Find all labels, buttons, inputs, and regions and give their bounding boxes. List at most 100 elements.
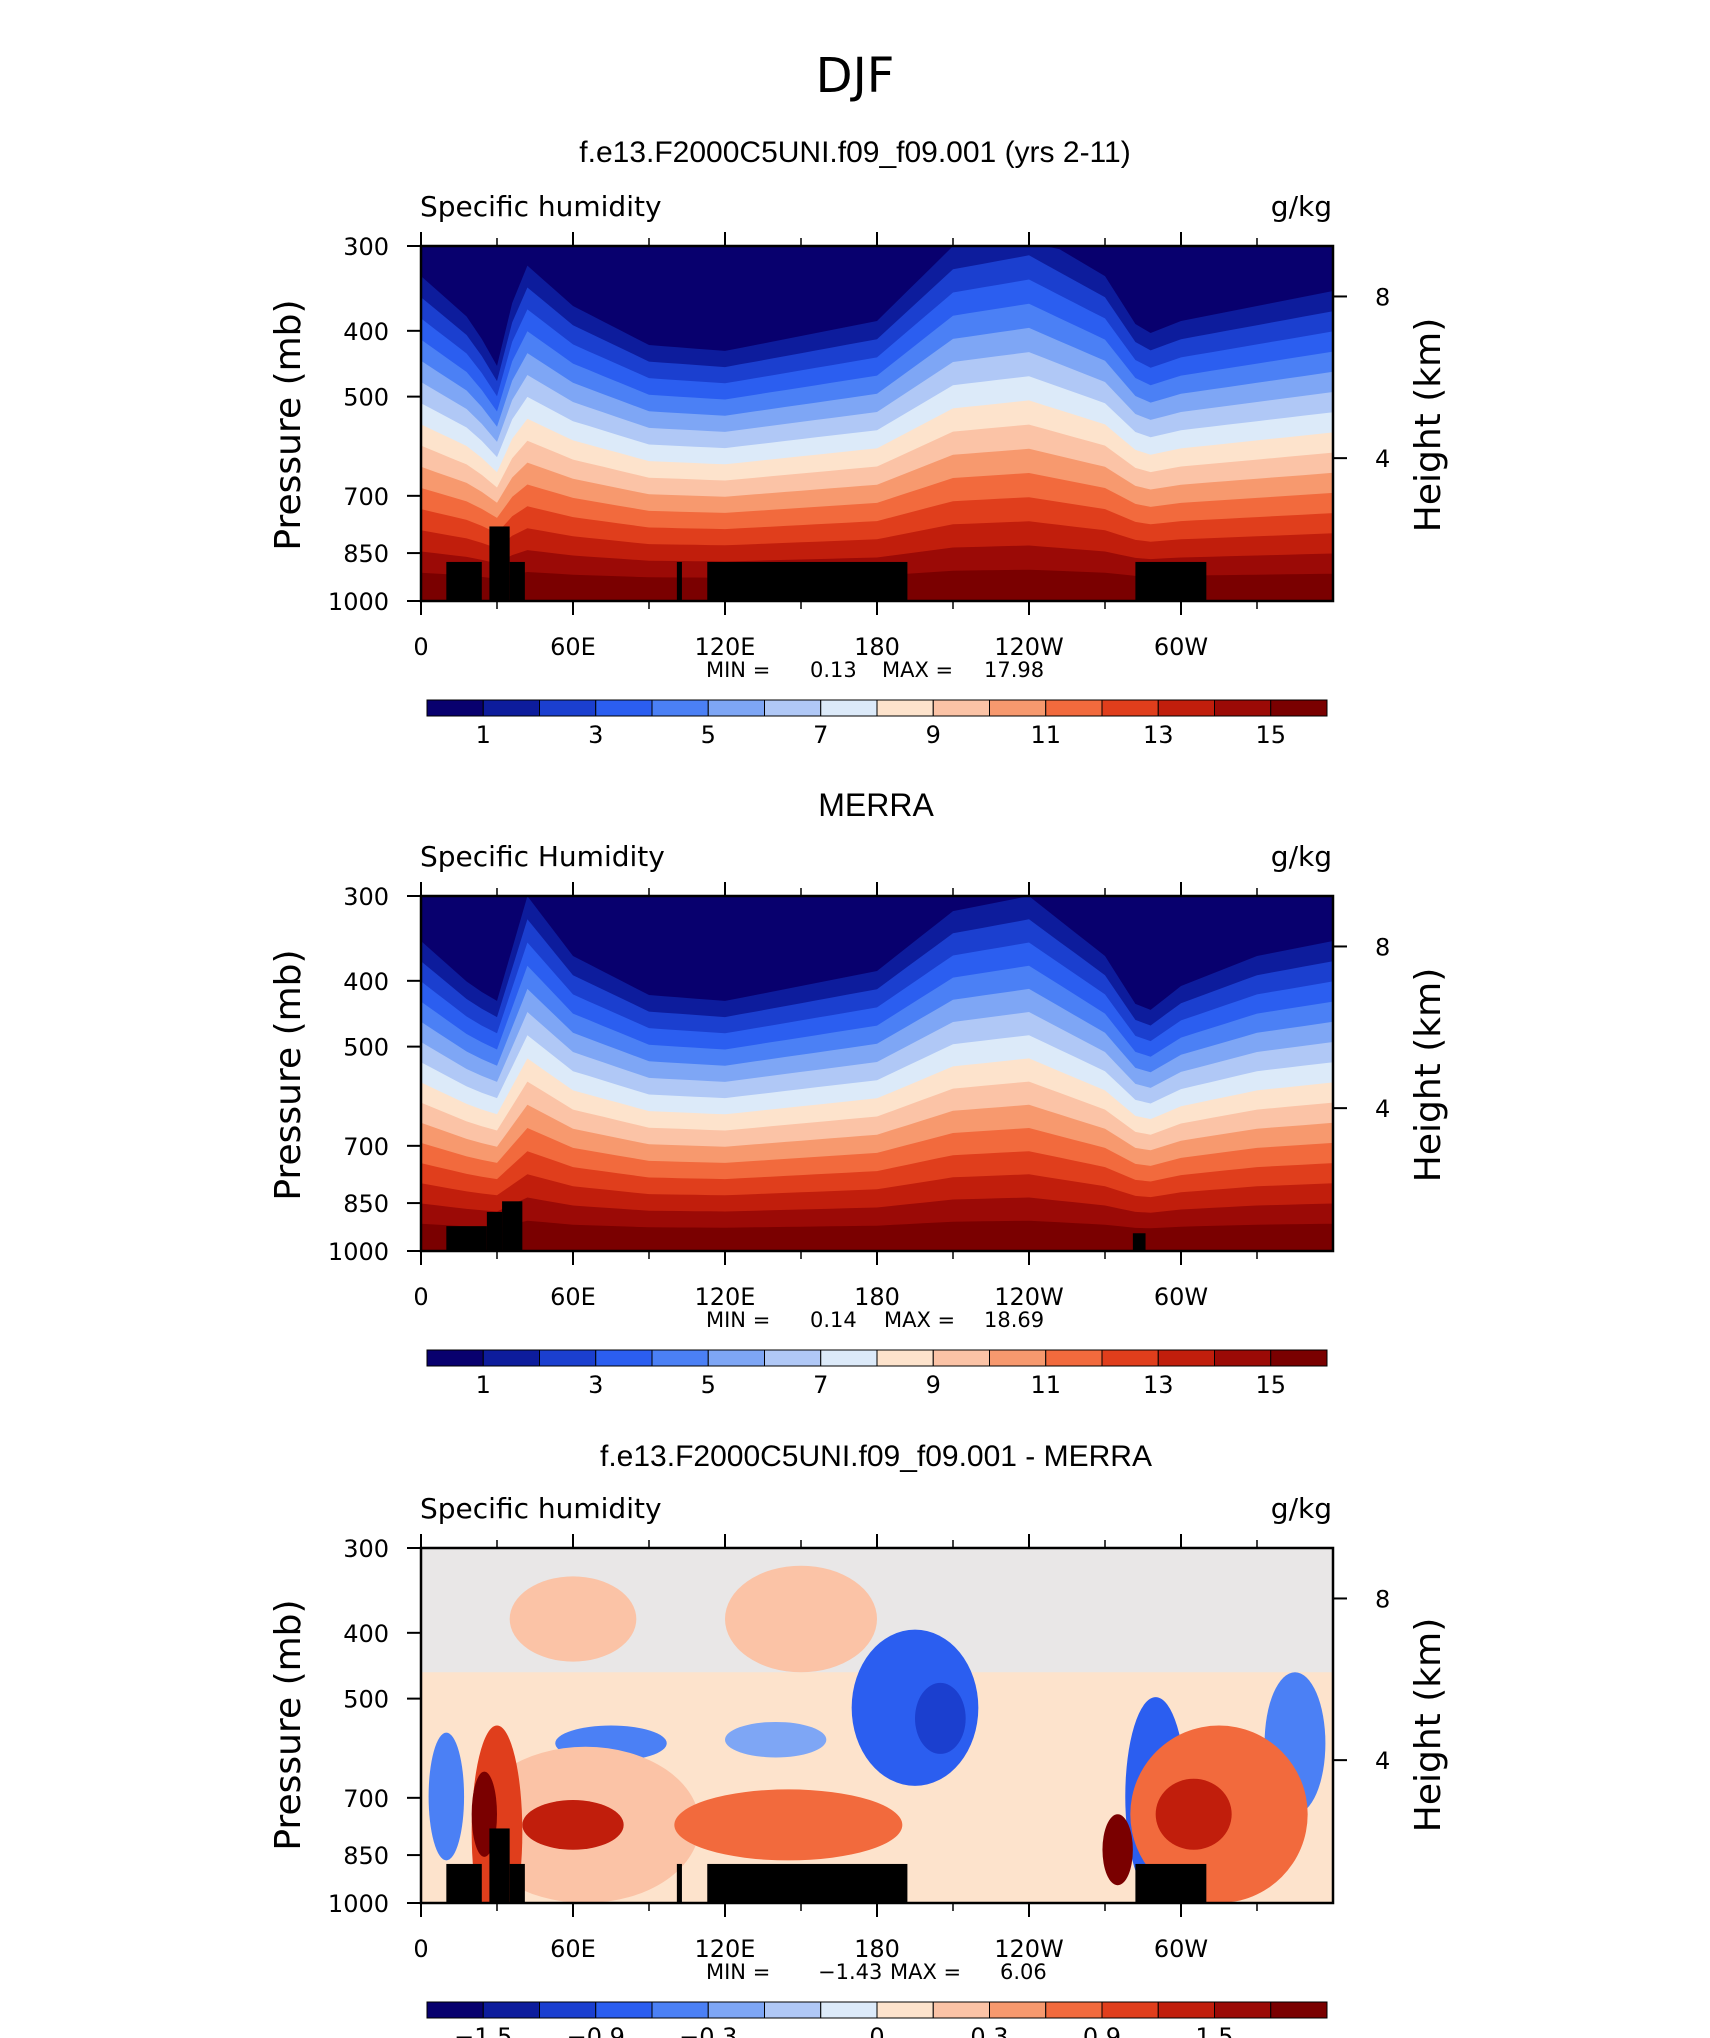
y-tick-label: 1000 <box>328 588 389 616</box>
colorbar-tick-label: 15 <box>1255 721 1286 749</box>
colorbar-tick-label: 7 <box>813 721 828 749</box>
y-tick-label: 700 <box>343 1133 389 1161</box>
x-tick-label: 60W <box>1154 1283 1208 1311</box>
x-tick-label: 60W <box>1154 633 1208 661</box>
x-tick-label: 0 <box>413 1935 428 1963</box>
colorbar-swatch <box>651 699 709 717</box>
colorbar-tick-label: 1 <box>476 1371 491 1399</box>
colorbar-swatch <box>539 1349 597 1367</box>
panel-2-subtitle-left: Specific Humidity <box>420 840 665 873</box>
panel-1-terrain <box>446 526 1207 601</box>
terrain-block <box>1132 1233 1146 1251</box>
colorbar-tick-label: 9 <box>926 721 941 749</box>
colorbar-swatch <box>932 1349 990 1367</box>
panel-2-title: MERRA <box>818 787 934 823</box>
colorbar-swatch <box>1101 699 1159 717</box>
colorbar-tick-label: −0.9 <box>567 2023 625 2038</box>
colorbar-swatch <box>876 699 934 717</box>
panel-3-title: f.e13.F2000C5UNI.f09_f09.001 - MERRA <box>600 1440 1152 1473</box>
x-tick-label: 60E <box>550 1283 596 1311</box>
panel-1-min-value: 0.13 <box>810 658 857 682</box>
colorbar-tick-label: 1 <box>476 721 491 749</box>
terrain-block <box>489 1828 510 1903</box>
terrain-block <box>1135 561 1207 601</box>
y-tick-label: 400 <box>343 968 389 996</box>
colorbar-swatch <box>707 699 765 717</box>
colorbar-swatch <box>595 1349 653 1367</box>
colorbar-swatch <box>876 1349 934 1367</box>
page-title: DJF <box>816 48 895 104</box>
terrain-block <box>489 526 510 601</box>
terrain-block <box>676 1863 682 1903</box>
terrain-block <box>446 1863 482 1903</box>
panel-1-y-label: Pressure (mb) <box>268 299 309 550</box>
y-tick-label: 700 <box>343 483 389 511</box>
panel-2-colorbar: 1 3 5 7 9 11 13 15 <box>426 1349 1328 1399</box>
panel-2-axes: 300 400 500 700 850 1000 8 4 0 60E 120E 180 120W 60W <box>328 882 1390 1311</box>
terrain-block <box>707 1863 908 1903</box>
colorbar-swatch <box>932 2001 990 2019</box>
y-tick-label: 500 <box>343 384 389 412</box>
colorbar-swatch <box>1270 699 1328 717</box>
panel-2-min-value: 0.14 <box>810 1308 857 1332</box>
colorbar-tick-label: 5 <box>701 721 716 749</box>
y-tick-label: 1000 <box>328 1238 389 1266</box>
colorbar-swatch <box>1045 2001 1103 2019</box>
panel-2-max-value: 18.69 <box>984 1308 1044 1332</box>
terrain-block <box>502 1201 523 1251</box>
y-tick-label: 850 <box>343 540 389 568</box>
x-tick-label: 0 <box>413 1283 428 1311</box>
colorbar-swatch <box>1101 2001 1159 2019</box>
colorbar-swatch <box>820 2001 878 2019</box>
colorbar-swatch <box>707 2001 765 2019</box>
anomaly-blob <box>522 1800 624 1850</box>
colorbar-swatch <box>1101 1349 1159 1367</box>
x-tick-label: 180 <box>854 1283 900 1311</box>
panel-1-max-label: MAX = <box>882 658 953 682</box>
colorbar-swatch <box>651 1349 709 1367</box>
colorbar-swatch <box>482 1349 540 1367</box>
terrain-block <box>509 1863 525 1903</box>
colorbar-swatch <box>1045 699 1103 717</box>
colorbar-swatch <box>707 1349 765 1367</box>
panel-1-subtitle-right: g/kg <box>1271 190 1332 223</box>
colorbar-swatch <box>595 2001 653 2019</box>
colorbar-swatch <box>1157 1349 1215 1367</box>
colorbar-swatch <box>539 2001 597 2019</box>
colorbar-swatch <box>820 1349 878 1367</box>
terrain-block <box>676 561 682 601</box>
colorbar-swatch <box>989 699 1047 717</box>
y2-tick-label: 8 <box>1375 933 1390 961</box>
colorbar-tick-label: −0.3 <box>679 2023 737 2038</box>
panel-2-y-label: Pressure (mb) <box>268 949 309 1200</box>
anomaly-blob <box>725 1565 877 1673</box>
panel-1-colorbar: 1 3 5 7 9 11 13 15 <box>426 699 1328 749</box>
x-tick-label: 180 <box>854 633 900 661</box>
panel-2-field <box>421 896 1333 1251</box>
colorbar-swatch <box>426 1349 484 1367</box>
y-tick-label: 850 <box>343 1842 389 1870</box>
panel-3: f.e13.F2000C5UNI.f09_f09.001 - MERRA Spe… <box>268 1440 1449 2038</box>
colorbar-swatch <box>1270 2001 1328 2019</box>
anomaly-blob <box>674 1789 903 1861</box>
colorbar-swatch <box>1270 1349 1328 1367</box>
terrain-block <box>486 1211 503 1251</box>
y2-tick-label: 8 <box>1375 1585 1390 1613</box>
y-tick-label: 500 <box>343 1686 389 1714</box>
colorbar-tick-label: 9 <box>926 1371 941 1399</box>
panel-1-min-label: MIN = <box>706 658 770 682</box>
colorbar-swatch <box>1157 699 1215 717</box>
colorbar-swatch <box>932 699 990 717</box>
x-tick-label: 0 <box>413 633 428 661</box>
colorbar-swatch <box>539 699 597 717</box>
terrain-block <box>509 561 525 601</box>
x-tick-label: 60E <box>550 1935 596 1963</box>
terrain-block <box>1135 1863 1207 1903</box>
panel-1-max-value: 17.98 <box>984 658 1044 682</box>
panel-3-min-value: −1.43 <box>818 1960 882 1984</box>
y2-tick-label: 4 <box>1375 445 1390 473</box>
y-tick-label: 400 <box>343 318 389 346</box>
colorbar-tick-label: 13 <box>1143 721 1174 749</box>
panel-3-axes: 300 400 500 700 850 1000 8 4 0 60E 120E 180 120W 60W <box>328 1534 1390 1963</box>
